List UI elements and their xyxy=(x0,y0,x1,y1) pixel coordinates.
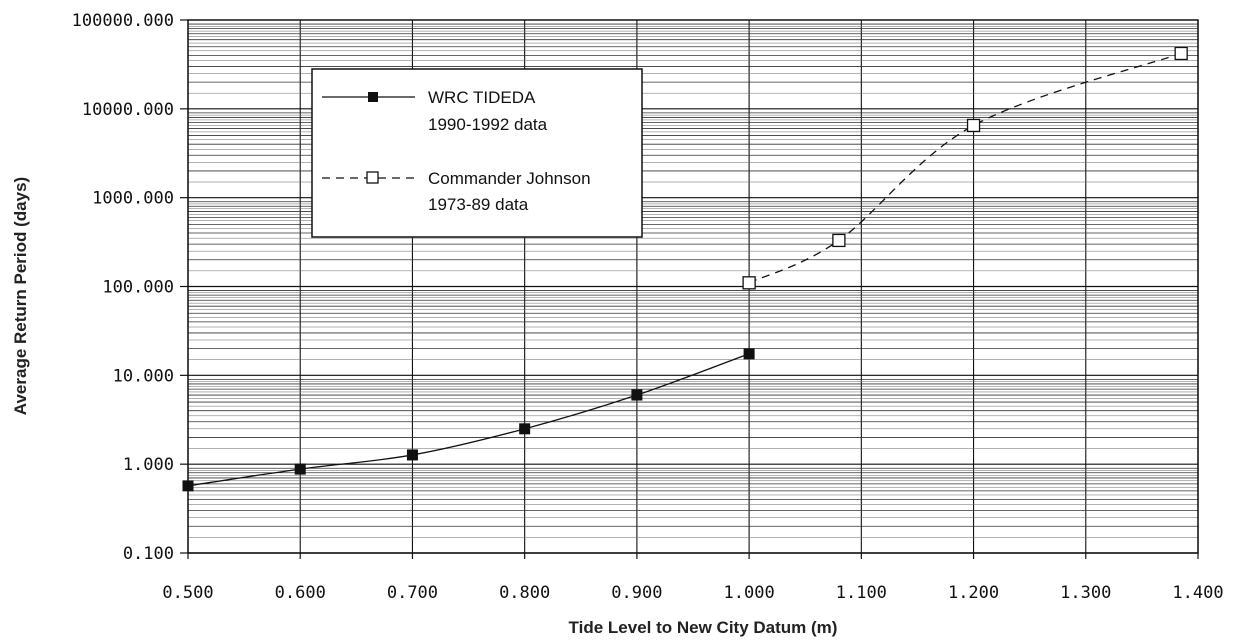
y-tick-label: 10.000 xyxy=(113,366,174,386)
legend-label-series-2-line-1: Commander Johnson xyxy=(428,169,591,188)
x-tick-label: 1.100 xyxy=(836,583,887,603)
data-point-series-1 xyxy=(519,423,531,435)
x-tick-label: 0.700 xyxy=(387,583,438,603)
grid-lines xyxy=(187,20,1199,554)
legend-label-series-2-line-2: 1973-89 data xyxy=(428,195,529,214)
y-tick-label: 10000.000 xyxy=(82,100,174,120)
tick-labels: 0.100 1.000 10.000 100.000 1000.000 10000.000… xyxy=(72,11,1224,603)
x-tick-label: 1.400 xyxy=(1172,583,1223,603)
series-line-1 xyxy=(187,353,750,487)
y-tick-label: 100000.000 xyxy=(72,11,174,31)
y-tick-label: 1.000 xyxy=(123,455,174,475)
y-tick-label: 100.000 xyxy=(102,278,174,298)
y-tick-label: 0.100 xyxy=(123,544,174,564)
y-tick-label: 1000.000 xyxy=(92,189,174,209)
legend-label-series-1-line-2: 1990-1992 data xyxy=(428,115,548,134)
x-tick-label: 1.000 xyxy=(724,583,775,603)
legend-marker-series-1 xyxy=(368,92,378,102)
legend-label-series-1-line-1: WRC TIDEDA xyxy=(428,88,536,107)
data-point-series-2 xyxy=(742,276,756,290)
data-point-series-2 xyxy=(1174,46,1188,61)
legend: WRC TIDEDA 1990-1992 data Commander John… xyxy=(311,68,643,238)
x-tick-label: 0.800 xyxy=(499,583,550,603)
x-tick-label: 1.200 xyxy=(948,583,999,603)
series-line-2 xyxy=(748,52,1182,284)
data-point-series-1 xyxy=(294,463,306,475)
plot-frame xyxy=(187,19,1199,554)
x-tick-label: 0.900 xyxy=(611,583,662,603)
series-layer xyxy=(182,46,1188,492)
data-point-series-1 xyxy=(406,449,418,461)
data-point-series-1 xyxy=(631,389,643,401)
legend-marker-series-2 xyxy=(366,171,379,184)
y-axis-title: Average Return Period (days) xyxy=(11,177,30,415)
x-tick-label: 0.500 xyxy=(162,583,213,603)
x-tick-label: 1.300 xyxy=(1060,583,1111,603)
data-point-series-1 xyxy=(743,348,755,360)
data-point-series-2 xyxy=(832,233,846,248)
data-point-series-2 xyxy=(966,118,981,133)
x-tick-label: 0.600 xyxy=(275,583,326,603)
x-axis-title: Tide Level to New City Datum (m) xyxy=(569,618,838,637)
